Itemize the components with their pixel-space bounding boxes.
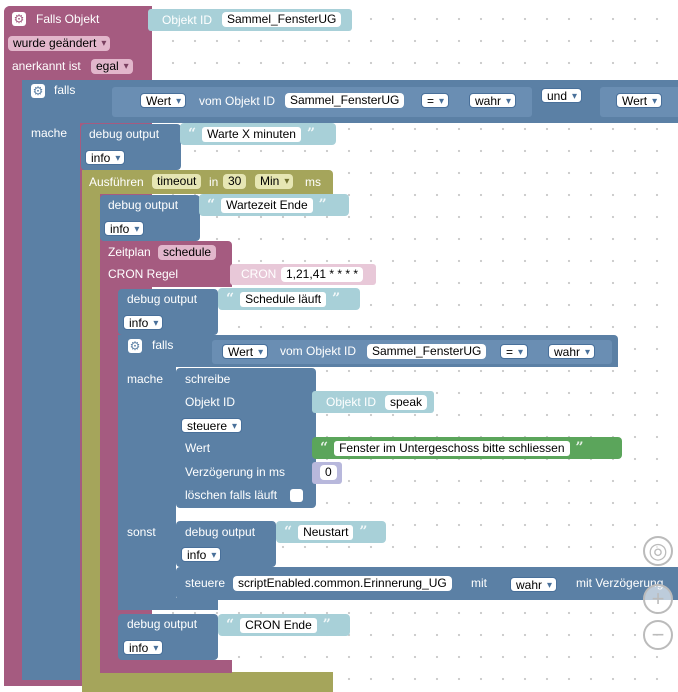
- if-block[interactable]: [22, 80, 80, 680]
- open-quote-icon: “: [207, 197, 216, 213]
- schedule-label: Zeitplan: [108, 245, 151, 259]
- debug-output-label: debug output: [127, 292, 198, 306]
- delay-label: Verzögerung in ms: [185, 465, 286, 479]
- else-label: sonst: [127, 525, 156, 539]
- value-dropdown[interactable]: wahr: [548, 344, 596, 360]
- log-level-dropdown[interactable]: info: [104, 221, 145, 237]
- zoom-out-icon[interactable]: −: [643, 620, 673, 650]
- from-object-label: vom Objekt ID: [280, 344, 357, 358]
- value-dropdown[interactable]: wahr: [469, 93, 517, 109]
- cron-value[interactable]: 1,21,41 * * * *: [281, 267, 364, 282]
- cron-tag: CRON: [241, 267, 277, 281]
- timeout-unit-dropdown[interactable]: Min: [255, 174, 294, 189]
- clear-if-running-checkbox[interactable]: [290, 489, 303, 502]
- acknowledged-label: anerkannt ist: [12, 59, 81, 73]
- ms-label: ms: [305, 175, 321, 189]
- debug-output-label: debug output: [108, 198, 179, 212]
- timeout-amount-field[interactable]: 30: [223, 174, 247, 189]
- text-value[interactable]: Fenster im Untergeschoss bitte schliesse…: [334, 440, 570, 456]
- wert-dropdown[interactable]: Wert: [222, 344, 269, 360]
- text-value[interactable]: Warte X minuten: [202, 126, 301, 142]
- changed-dropdown[interactable]: wurde geändert: [8, 36, 111, 51]
- condition-object-id[interactable]: Sammel_FensterUG: [285, 93, 405, 108]
- close-quote-icon: ”: [575, 440, 584, 456]
- close-quote-icon: ”: [359, 524, 368, 540]
- from-object-label: vom Objekt ID: [199, 94, 276, 108]
- text-block[interactable]: “ Wartezeit Ende ”: [199, 194, 349, 216]
- text-value[interactable]: CRON Ende: [240, 617, 317, 633]
- schedule-name-field[interactable]: schedule: [158, 245, 217, 260]
- mode-dropdown[interactable]: steuere: [181, 418, 243, 434]
- gear-icon[interactable]: ⚙: [31, 84, 45, 98]
- zoom-in-icon[interactable]: +: [643, 584, 673, 614]
- object-id-value[interactable]: speak: [385, 395, 428, 410]
- debug-output-label: debug output: [127, 617, 198, 631]
- schedule-block[interactable]: [100, 241, 118, 673]
- open-quote-icon: “: [284, 524, 293, 540]
- condition-object-id[interactable]: Sammel_FensterUG: [367, 344, 487, 359]
- then-label: mache: [127, 372, 164, 386]
- timeout-block-footer: [82, 672, 333, 692]
- open-quote-icon: “: [226, 291, 235, 307]
- cron-rule-label: CRON Regel: [108, 267, 179, 281]
- if-label: falls: [152, 338, 174, 352]
- log-level-dropdown[interactable]: info: [123, 640, 164, 656]
- object-id-value[interactable]: Sammel_FensterUG: [222, 12, 342, 27]
- debug-output-label: debug output: [185, 525, 256, 539]
- text-block[interactable]: “ Schedule läuft ”: [218, 288, 360, 310]
- open-quote-icon: “: [188, 126, 197, 142]
- clear-if-running-label: löschen falls läuft: [185, 488, 278, 502]
- schedule-block-footer: [100, 660, 232, 673]
- debug-output-label: debug output: [89, 127, 160, 141]
- object-id-label: Objekt ID: [185, 395, 236, 409]
- object-id-tag: Objekt ID: [326, 395, 377, 409]
- text-block[interactable]: “ Fenster im Untergeschoss bitte schlies…: [312, 437, 622, 459]
- text-block[interactable]: “ Neustart ”: [276, 521, 386, 543]
- delay-value[interactable]: 0: [320, 465, 337, 480]
- with-label: mit: [471, 576, 487, 590]
- control-value-dropdown[interactable]: wahr: [510, 577, 558, 593]
- and-dropdown[interactable]: und: [541, 88, 583, 104]
- timeout-name-field[interactable]: timeout: [152, 174, 202, 189]
- wert2-dropdown[interactable]: Wert: [616, 93, 663, 109]
- text-value[interactable]: Wartezeit Ende: [221, 197, 313, 213]
- write-label: schreibe: [185, 372, 231, 386]
- open-quote-icon: “: [226, 617, 235, 633]
- then-label: mache: [31, 126, 68, 140]
- if-else-block-footer: [118, 598, 218, 610]
- timeout-block[interactable]: [82, 170, 100, 690]
- write-block[interactable]: [176, 368, 316, 508]
- execute-label: Ausführen: [89, 175, 144, 189]
- close-quote-icon: ”: [306, 126, 316, 142]
- if-label: falls: [54, 83, 76, 97]
- with-delay-label: mit Verzögerung: [576, 576, 664, 590]
- close-quote-icon: ”: [322, 617, 331, 633]
- event-title: Falls Objekt: [36, 12, 100, 26]
- text-value[interactable]: Schedule läuft: [240, 291, 327, 307]
- in-label: in: [209, 175, 219, 189]
- open-quote-icon: “: [320, 440, 329, 456]
- log-level-dropdown[interactable]: info: [123, 315, 164, 331]
- log-level-dropdown[interactable]: info: [181, 547, 222, 563]
- wert-dropdown[interactable]: Wert: [140, 93, 187, 109]
- acknowledged-dropdown[interactable]: egal: [91, 59, 133, 74]
- zoom-reset-icon[interactable]: ◎: [643, 536, 673, 566]
- close-quote-icon: ”: [318, 197, 327, 213]
- operator-dropdown[interactable]: =: [500, 344, 529, 360]
- control-label: steuere: [185, 576, 226, 590]
- text-block[interactable]: “ CRON Ende ”: [218, 614, 350, 636]
- gear-icon[interactable]: ⚙: [12, 12, 26, 26]
- object-id-label: Objekt ID: [162, 13, 213, 27]
- log-level-dropdown[interactable]: info: [85, 150, 126, 166]
- text-block[interactable]: “ Warte X minuten ”: [180, 123, 336, 145]
- value-label: Wert: [185, 441, 211, 455]
- close-quote-icon: ”: [332, 291, 341, 307]
- gear-icon[interactable]: ⚙: [128, 339, 142, 353]
- control-target[interactable]: scriptEnabled.common.Erinnerung_UG: [233, 576, 452, 591]
- if-else-block[interactable]: [118, 335, 176, 610]
- text-value[interactable]: Neustart: [298, 524, 354, 540]
- operator-dropdown[interactable]: =: [421, 93, 450, 109]
